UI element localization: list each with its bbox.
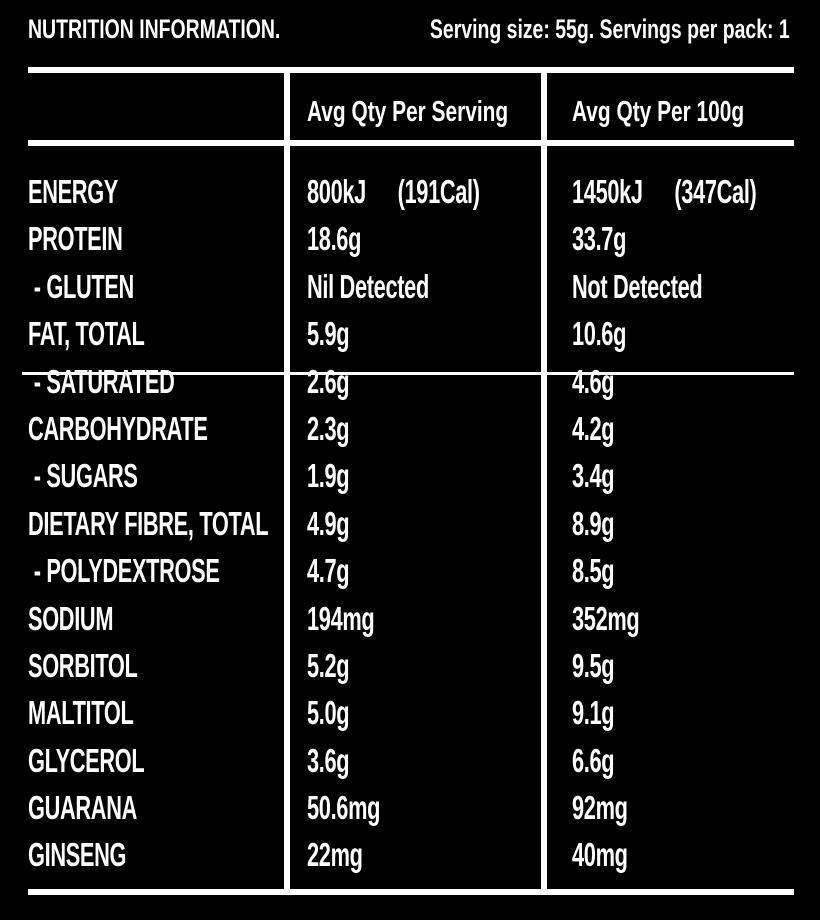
per-serving-value: 5.0g [307, 694, 350, 732]
per-100g-value: 4.2g [572, 409, 615, 447]
per-serving-value: 194mg [307, 599, 375, 637]
nutrient-name: ENERGY [28, 173, 119, 210]
table-row: PROTEIN 18.6g 33.7g [0, 219, 820, 266]
per-100g-value: 6.6g [572, 741, 615, 779]
serving-info: Serving size: 55g. Servings per pack: 1 [430, 14, 790, 44]
nutrient-name: MALTITOL [28, 694, 134, 732]
nutrient-name: GUARANA [28, 789, 138, 827]
nutrient-name: PROTEIN [28, 220, 123, 258]
per-serving-value: 50.6mg [307, 789, 381, 827]
table-row: GINSENG 22mg 40mg [0, 835, 820, 882]
per-serving-value: 5.2g [307, 646, 350, 684]
per-serving-value: 2.6g [307, 362, 350, 400]
nutrient-name: SORBITOL [28, 646, 138, 684]
nutrient-name: FAT, TOTAL [28, 315, 145, 353]
table-row: FAT, TOTAL 5.9g 10.6g [0, 314, 820, 361]
per-serving-value: 22mg [307, 836, 363, 874]
column-divider-1 [284, 70, 290, 892]
nutrient-name: - POLYDEXTROSE [28, 552, 220, 590]
per-serving-value: 1.9g [307, 457, 350, 495]
table-row: ENERGY 800kJ (191Cal) 1450kJ (347Cal) [0, 172, 820, 219]
nutrient-name: - SUGARS [28, 457, 138, 495]
table-row: GUARANA 50.6mg 92mg [0, 788, 820, 835]
nutrient-name: - SATURATED [28, 362, 175, 400]
per-100g-value: 9.5g [572, 646, 615, 684]
per-100g-value: 8.5g [572, 552, 615, 590]
per-serving-value: 4.9g [307, 504, 350, 542]
table-row: SORBITOL 5.2g 9.5g [0, 646, 820, 693]
per-serving-value: 3.6g [307, 741, 350, 779]
per-100g-value: 40mg [572, 836, 628, 874]
header-rule [28, 140, 794, 146]
per-serving-value: 800kJ (191Cal) [307, 173, 480, 210]
table-row: - SUGARS 1.9g 3.4g [0, 456, 820, 503]
nutrient-name: GLYCEROL [28, 741, 145, 779]
per-100g-value: 1450kJ (347Cal) [572, 173, 757, 210]
per-serving-value: 5.9g [307, 315, 350, 353]
nutrient-name: SODIUM [28, 599, 114, 637]
per-100g-value: 10.6g [572, 315, 627, 353]
table-row: - GLUTEN Nil Detected Not Detected [0, 267, 820, 314]
mid-rule [22, 372, 794, 375]
table-row: GLYCEROL 3.6g 6.6g [0, 741, 820, 788]
per-serving-value: Nil Detected [307, 267, 429, 305]
nutrient-name: DIETARY FIBRE, TOTAL [28, 504, 269, 542]
table-row: - SATURATED 2.6g 4.6g [0, 362, 820, 409]
header-per-100g: Avg Qty Per 100g [572, 96, 745, 128]
table-row: - POLYDEXTROSE 4.7g 8.5g [0, 551, 820, 598]
nutrient-rows: ENERGY 800kJ (191Cal) 1450kJ (347Cal) PROT… [0, 172, 820, 883]
per-serving-value: 18.6g [307, 220, 362, 258]
per-100g-value: 33.7g [572, 220, 627, 258]
per-100g-value: 3.4g [572, 457, 615, 495]
per-100g-value: 352mg [572, 599, 640, 637]
per-serving-value: 2.3g [307, 409, 350, 447]
table-row: MALTITOL 5.0g 9.1g [0, 693, 820, 740]
nutrient-name: - GLUTEN [28, 267, 135, 305]
top-rule [28, 67, 794, 73]
nutrient-name: CARBOHYDRATE [28, 409, 208, 447]
nutrient-name: GINSENG [28, 836, 127, 874]
per-100g-value: 4.6g [572, 362, 615, 400]
table-row: DIETARY FIBRE, TOTAL 4.9g 8.9g [0, 504, 820, 551]
per-100g-value: 8.9g [572, 504, 615, 542]
per-serving-value: 4.7g [307, 552, 350, 590]
per-100g-value: 9.1g [572, 694, 615, 732]
column-divider-2 [541, 70, 547, 892]
per-100g-value: 92mg [572, 789, 628, 827]
header-per-serving: Avg Qty Per Serving [307, 96, 509, 128]
per-100g-value: Not Detected [572, 267, 703, 305]
bottom-rule [28, 889, 794, 895]
panel-title: NUTRITION INFORMATION. [28, 14, 281, 44]
table-row: SODIUM 194mg 352mg [0, 599, 820, 646]
table-row: CARBOHYDRATE 2.3g 4.2g [0, 409, 820, 456]
